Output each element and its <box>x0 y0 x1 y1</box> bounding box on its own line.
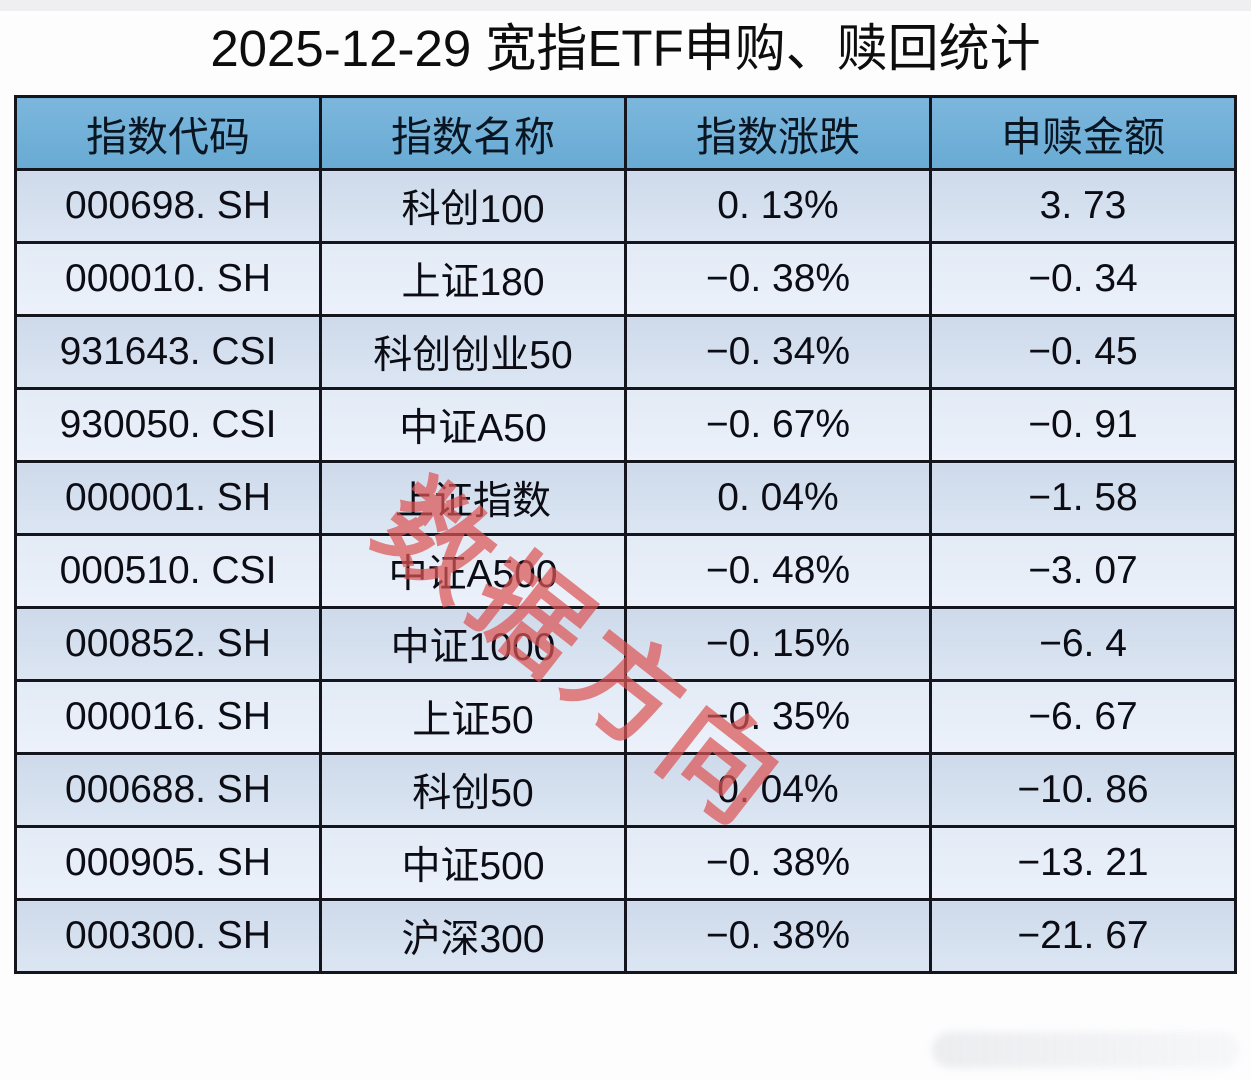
cell-flow-amount: −1. 58 <box>929 460 1237 536</box>
table-row: 000905. SH 中证500 −0. 38% −13. 21 <box>14 825 1237 901</box>
cell-index-change: −0. 15% <box>624 606 932 682</box>
col-header-flow-amount: 申赎金额 <box>929 95 1237 171</box>
cell-index-code: 000016. SH <box>14 679 322 755</box>
cell-index-name: 中证500 <box>319 825 627 901</box>
col-header-index-code: 指数代码 <box>14 95 322 171</box>
cell-flow-amount: −6. 67 <box>929 679 1237 755</box>
page-title: 2025-12-29 宽指ETF申购、赎回统计 <box>210 20 1041 77</box>
cell-index-change: 0. 13% <box>624 168 932 244</box>
table-row: 000688. SH 科创50 0. 04% −10. 86 <box>14 752 1237 828</box>
cell-index-change: 0. 04% <box>624 752 932 828</box>
cell-index-name: 科创50 <box>319 752 627 828</box>
cell-flow-amount: −21. 67 <box>929 898 1237 974</box>
table-row: 000300. SH 沪深300 −0. 38% −21. 67 <box>14 898 1237 974</box>
etf-flow-table: 指数代码 指数名称 指数涨跌 申赎金额 000698. SH 科创100 0. … <box>14 95 1237 974</box>
table-body: 000698. SH 科创100 0. 13% 3. 73 000010. SH… <box>14 168 1237 974</box>
table-row: 000016. SH 上证50 −0. 35% −6. 67 <box>14 679 1237 755</box>
cell-index-name: 上证50 <box>319 679 627 755</box>
table-row: 000698. SH 科创100 0. 13% 3. 73 <box>14 168 1237 244</box>
cell-index-name: 上证指数 <box>319 460 627 536</box>
cell-index-name: 上证180 <box>319 241 627 317</box>
cell-flow-amount: −10. 86 <box>929 752 1237 828</box>
top-edge-strip <box>0 0 1251 11</box>
cell-index-change: −0. 67% <box>624 387 932 463</box>
cell-index-code: 000010. SH <box>14 241 322 317</box>
table-row: 931643. CSI 科创创业50 −0. 34% −0. 45 <box>14 314 1237 390</box>
cell-index-code: 000510. CSI <box>14 533 322 609</box>
cell-index-change: −0. 38% <box>624 825 932 901</box>
cell-index-change: −0. 34% <box>624 314 932 390</box>
cell-index-name: 中证A50 <box>319 387 627 463</box>
cell-flow-amount: −0. 34 <box>929 241 1237 317</box>
cell-index-change: −0. 48% <box>624 533 932 609</box>
cell-index-change: −0. 38% <box>624 241 932 317</box>
table-header: 指数代码 指数名称 指数涨跌 申赎金额 <box>14 95 1237 171</box>
cell-flow-amount: 3. 73 <box>929 168 1237 244</box>
cell-index-change: 0. 04% <box>624 460 932 536</box>
cell-flow-amount: −3. 07 <box>929 533 1237 609</box>
cell-index-name: 中证1000 <box>319 606 627 682</box>
cell-flow-amount: −0. 91 <box>929 387 1237 463</box>
table-row: 000510. CSI 中证A500 −0. 48% −3. 07 <box>14 533 1237 609</box>
cell-index-name: 科创创业50 <box>319 314 627 390</box>
faded-bottom-watermark <box>932 1032 1240 1068</box>
col-header-index-change: 指数涨跌 <box>624 95 932 171</box>
cell-index-code: 930050. CSI <box>14 387 322 463</box>
cell-index-change: −0. 38% <box>624 898 932 974</box>
table-row: 000010. SH 上证180 −0. 38% −0. 34 <box>14 241 1237 317</box>
cell-index-change: −0. 35% <box>624 679 932 755</box>
cell-index-code: 000852. SH <box>14 606 322 682</box>
cell-index-name: 中证A500 <box>319 533 627 609</box>
cell-flow-amount: −13. 21 <box>929 825 1237 901</box>
table-row: 000001. SH 上证指数 0. 04% −1. 58 <box>14 460 1237 536</box>
cell-index-code: 000001. SH <box>14 460 322 536</box>
cell-index-name: 沪深300 <box>319 898 627 974</box>
cell-flow-amount: −0. 45 <box>929 314 1237 390</box>
cell-index-code: 931643. CSI <box>14 314 322 390</box>
cell-index-code: 000688. SH <box>14 752 322 828</box>
cell-flow-amount: −6. 4 <box>929 606 1237 682</box>
table-row: 930050. CSI 中证A50 −0. 67% −0. 91 <box>14 387 1237 463</box>
table-row: 000852. SH 中证1000 −0. 15% −6. 4 <box>14 606 1237 682</box>
cell-index-code: 000905. SH <box>14 825 322 901</box>
col-header-index-name: 指数名称 <box>319 95 627 171</box>
cell-index-code: 000300. SH <box>14 898 322 974</box>
header-row: 指数代码 指数名称 指数涨跌 申赎金额 <box>14 95 1237 171</box>
cell-index-name: 科创100 <box>319 168 627 244</box>
cell-index-code: 000698. SH <box>14 168 322 244</box>
